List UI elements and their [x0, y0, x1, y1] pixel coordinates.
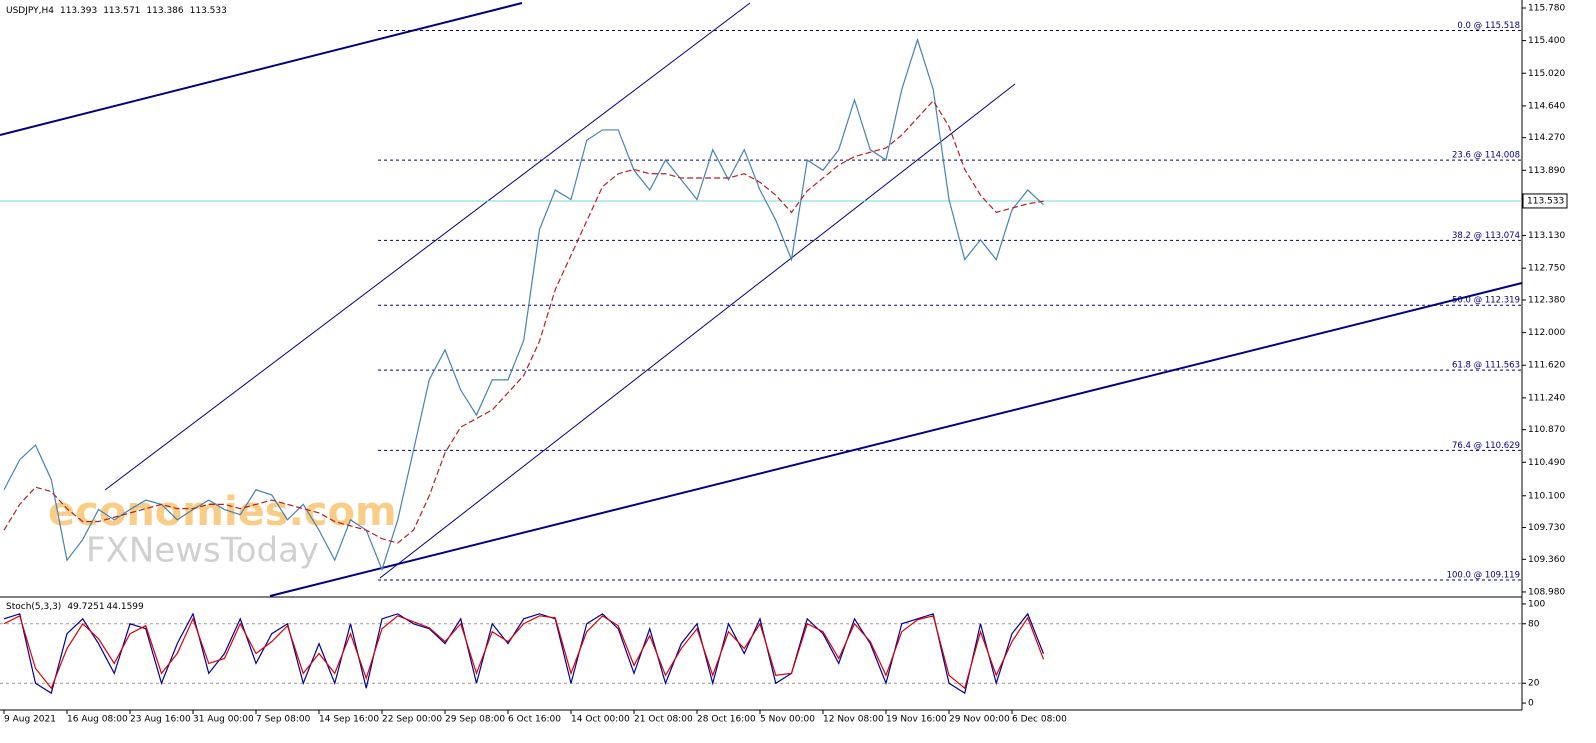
ohlc-value: 113.533: [190, 6, 227, 16]
y-tick-label: 109.360: [1528, 555, 1565, 565]
stoch-header: Stoch(5,3,3) 49.7251 44.1599: [6, 602, 144, 612]
y-tick-label: 112.750: [1528, 264, 1565, 274]
x-tick-label: 21 Oct 08:00: [634, 715, 693, 725]
price-box: [1522, 193, 1568, 209]
y-tick-label: 112.000: [1528, 328, 1565, 338]
fib-label: 100.0 @ 109.119: [1447, 571, 1520, 581]
fib-label: 50.0 @ 112.319: [1452, 296, 1520, 306]
fib-label: 0.0 @ 115.518: [1457, 21, 1520, 31]
ohlc-value: 113.571: [103, 6, 140, 16]
trendline: [0, 2, 523, 136]
y-tick-label: 110.100: [1528, 491, 1565, 501]
y-tick-label: 113.130: [1528, 231, 1565, 241]
stoch-reading: 49.7251: [67, 602, 104, 612]
x-tick-label: 5 Nov 00:00: [760, 715, 815, 725]
watermark: economies.com FXNewsToday: [48, 489, 397, 571]
x-tick-label: 7 Sep 08:00: [256, 715, 311, 725]
watermark-text: FXNewsToday: [86, 531, 319, 571]
x-tick-label: 6 Oct 16:00: [508, 715, 561, 725]
x-tick-label: 9 Aug 2021: [4, 715, 56, 725]
y-tick-label: 110.490: [1528, 458, 1565, 468]
ohlc-value: 113.386: [146, 6, 183, 16]
x-tick-label: 29 Nov 00:00: [949, 715, 1010, 725]
x-tick-label: 28 Oct 16:00: [697, 715, 756, 725]
y-tick-label: 115.400: [1528, 36, 1565, 46]
y-tick-label: 113.890: [1528, 166, 1565, 176]
x-tick-label: 31 Aug 00:00: [193, 715, 254, 725]
x-tick-label: 29 Sep 08:00: [445, 715, 505, 725]
stoch-title: Stoch(5,3,3): [6, 602, 61, 612]
stoch-reading: 44.1599: [107, 602, 144, 612]
x-tick-label: 14 Sep 16:00: [319, 715, 379, 725]
fib-label: 61.8 @ 111.563: [1452, 361, 1520, 371]
fib-label: 76.4 @ 110.629: [1452, 441, 1520, 451]
fib-label: 38.2 @ 113.074: [1452, 231, 1520, 241]
y-tick-label: 20: [1528, 679, 1540, 689]
y-tick-label: 108.980: [1528, 587, 1565, 597]
header-title: USDJPY,H4: [6, 6, 54, 16]
x-tick-label: 12 Nov 08:00: [823, 715, 884, 725]
trendlines: [0, 2, 1523, 597]
series-line: [3, 614, 1045, 690]
y-tick-label: 0: [1528, 699, 1534, 709]
y-tick-label: 100: [1528, 599, 1545, 609]
series-line: [3, 612, 1045, 695]
y-tick-label: 110.870: [1528, 425, 1565, 435]
y-tick-label: 114.640: [1528, 101, 1565, 111]
x-tick-label: 22 Sep 00:00: [382, 715, 442, 725]
x-tick-label: 6 Dec 08:00: [1012, 715, 1067, 725]
ohlc-value: 113.393: [60, 6, 97, 16]
x-tick-label: 14 Oct 00:00: [571, 715, 630, 725]
series-line: [3, 99, 1044, 544]
trendline: [269, 282, 1523, 597]
y-tick-label: 115.780: [1528, 3, 1565, 13]
symbol-header: USDJPY,H4 113.393 113.571 113.386 113.533: [6, 6, 227, 16]
series-line: [3, 37, 1044, 572]
trendline: [379, 83, 1016, 579]
x-tick-label: 16 Aug 08:00: [67, 715, 128, 725]
x-tick-label: 19 Nov 16:00: [886, 715, 947, 725]
y-tick-label: 111.620: [1528, 361, 1565, 371]
y-tick-label: 115.020: [1528, 69, 1565, 79]
y-tick-label: 109.730: [1528, 523, 1565, 533]
y-tick-label: 111.240: [1528, 393, 1565, 403]
fib-label: 23.6 @ 114.008: [1452, 151, 1520, 161]
y-tick-label: 114.270: [1528, 133, 1565, 143]
price-box-label: 113.533: [1527, 196, 1564, 206]
x-tick-label: 23 Aug 16:00: [130, 715, 191, 725]
y-tick-label: 112.380: [1528, 295, 1565, 305]
watermark-text: economies.com: [48, 489, 397, 535]
y-tick-label: 80: [1528, 619, 1540, 629]
trendline: [104, 2, 751, 491]
